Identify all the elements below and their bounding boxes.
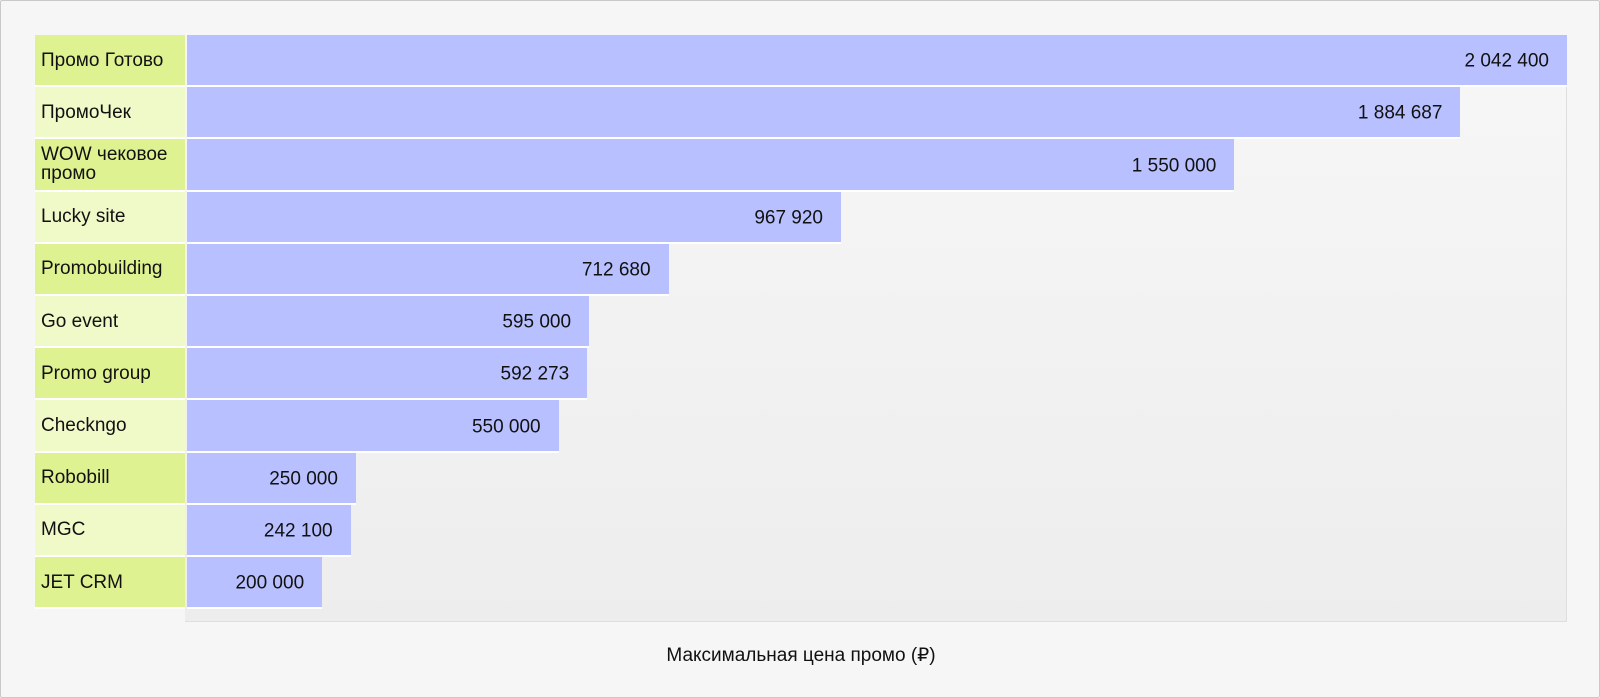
bar — [187, 243, 669, 296]
category-label: Go event — [35, 296, 185, 349]
bar-value-label: 595 000 — [502, 311, 572, 333]
bar — [187, 139, 1235, 192]
bar-value-label: 712 680 — [581, 259, 651, 281]
bar — [187, 557, 323, 610]
category-label: ПромоЧек — [35, 87, 185, 140]
category-label: MGC — [35, 504, 185, 557]
category-label: Checkngo — [35, 400, 185, 453]
bar-value-label: 1 550 000 — [1131, 155, 1217, 176]
category-label: Promobuilding — [35, 243, 185, 296]
category-label: Lucky site — [35, 191, 185, 244]
bar — [187, 452, 356, 505]
bar — [187, 400, 559, 453]
bar-value-label: 550 000 — [471, 416, 541, 437]
category-label: WOW чековое промо — [35, 139, 185, 192]
bar — [187, 504, 351, 557]
bar-value-label: 592 273 — [500, 363, 570, 385]
category-label: Промо Готово — [35, 35, 185, 88]
bar — [187, 87, 1461, 140]
category-label: Promo group — [35, 348, 185, 401]
bar-value-label: 250 000 — [269, 468, 338, 490]
x-axis-title: Максимальная цена промо (₽) — [666, 645, 936, 666]
category-label: JET CRM — [35, 557, 185, 610]
bar — [187, 348, 588, 401]
bar-value-label: 200 000 — [235, 572, 305, 594]
bar — [187, 35, 1567, 88]
bar — [187, 296, 590, 349]
bar-value-label: 1 884 687 — [1357, 102, 1443, 124]
bar-value-label: 242 100 — [263, 520, 333, 542]
bar-value-label: 2 042 400 — [1464, 50, 1549, 72]
category-label: Robobill — [35, 452, 185, 505]
bar — [187, 191, 841, 244]
bar-value-label: 967 920 — [754, 207, 823, 229]
